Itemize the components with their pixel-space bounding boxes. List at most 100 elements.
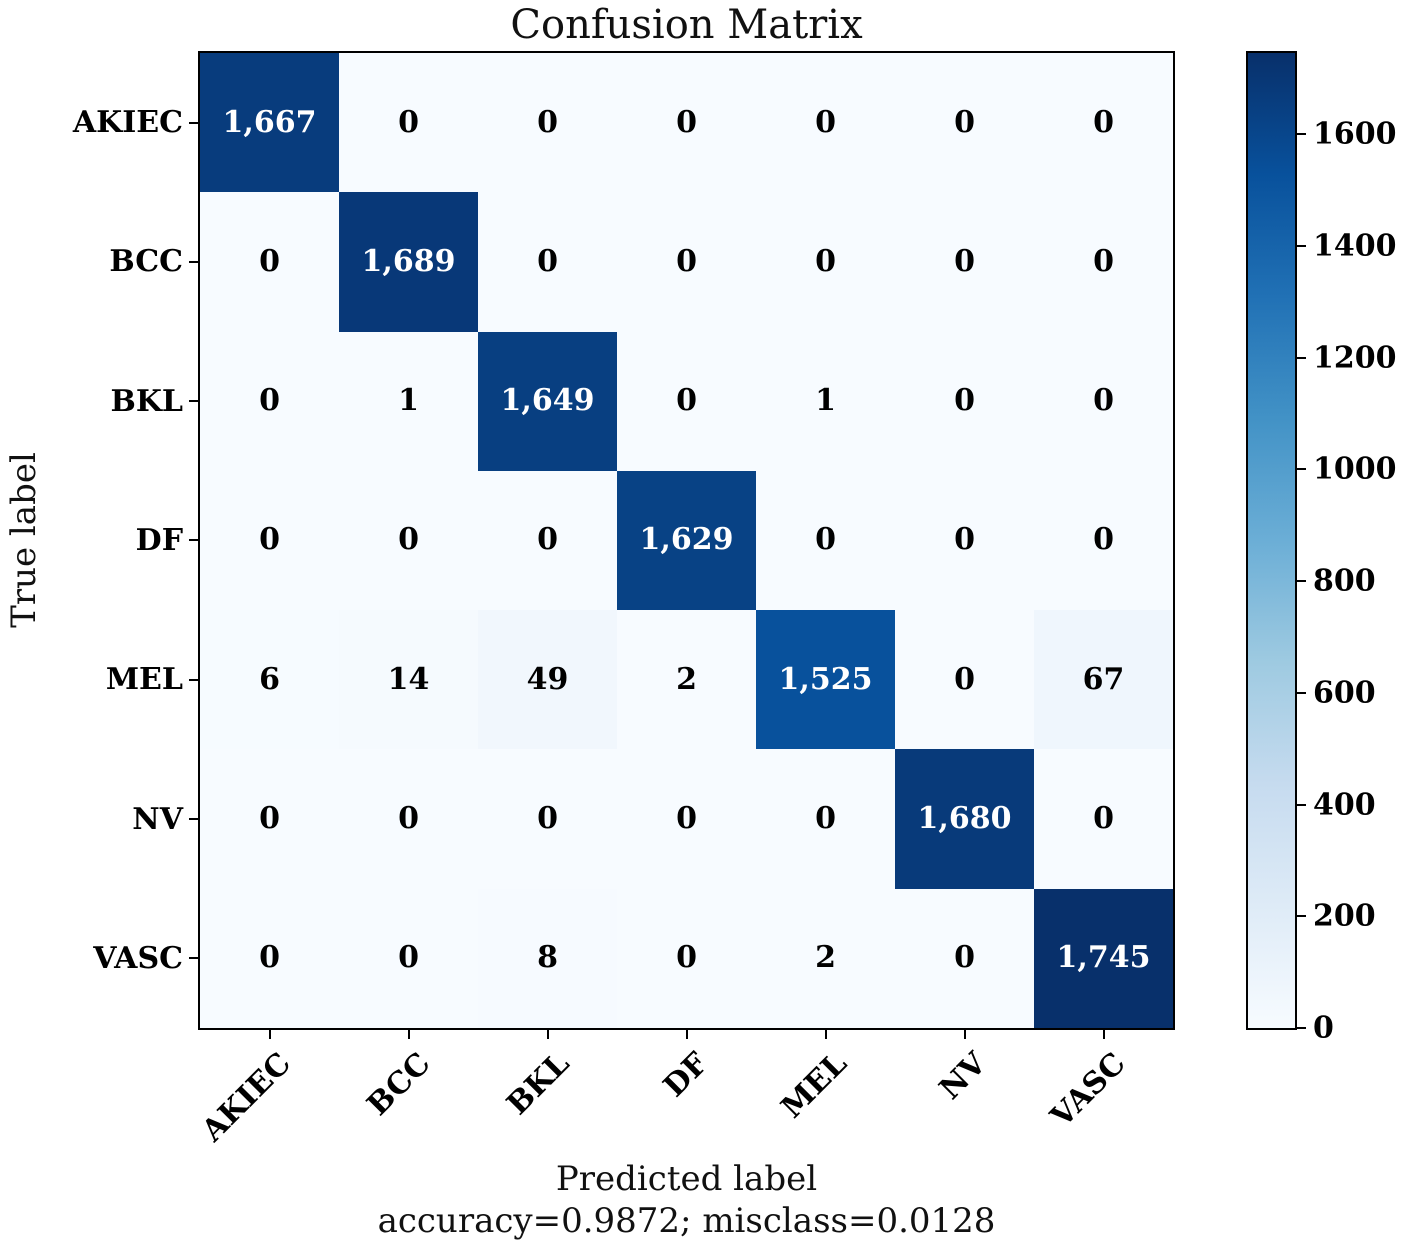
- colorbar-tick-mark: [1297, 244, 1306, 247]
- x-tick-label: BCC: [360, 1046, 438, 1123]
- colorbar-tick-label: 1600: [1313, 116, 1397, 152]
- matrix-cell-NV-DF: 0: [617, 749, 756, 889]
- matrix-cell-BKL-BKL: 1,649: [478, 331, 617, 471]
- y-axis-title: True label: [4, 452, 44, 628]
- matrix-cell-BCC-BKL: 0: [478, 192, 617, 332]
- colorbar-tick-mark: [1297, 580, 1306, 582]
- matrix-cell-BKL-MEL: 1: [756, 331, 895, 471]
- matrix-cell-VASC-BKL: 8: [478, 888, 617, 1028]
- matrix-cell-VASC-VASC: 1,745: [1034, 888, 1173, 1028]
- matrix-cell-BCC-MEL: 0: [756, 192, 895, 332]
- x-axis-tick-labels: AKIEC BCC BKL DF MEL NV VASC: [196, 1030, 1173, 1200]
- matrix-cell-AKIEC-NV: 0: [895, 53, 1034, 193]
- matrix-cell-DF-NV: 0: [895, 470, 1034, 611]
- matrix-cell-MEL-VASC: 67: [1034, 610, 1173, 750]
- chart-title: Confusion Matrix: [510, 2, 863, 48]
- matrix-cell-DF-BKL: 0: [478, 470, 617, 611]
- confusion-matrix-heatmap: 1,667 0 0 0 0 0 0 0 1,689 0 0 0 0 0 0 1 1,649 0 1 0 0 0 0 0 1,62…: [198, 51, 1175, 1030]
- y-tick-label: BKL: [110, 383, 183, 419]
- matrix-cell-BKL-BCC: 1: [339, 331, 478, 471]
- y-tick-row-AKIEC: AKIEC: [0, 53, 198, 192]
- matrix-cell-AKIEC-BCC: 0: [339, 53, 478, 193]
- matrix-cell-AKIEC-VASC: 0: [1034, 53, 1173, 193]
- matrix-cell-MEL-BKL: 49: [478, 610, 617, 750]
- y-tick-mark: [189, 539, 198, 542]
- x-tick-label: MEL: [774, 1046, 855, 1126]
- y-axis-tick-labels: AKIEC BCC BKL DF MEL NV VASC: [0, 53, 198, 1028]
- y-tick-row-VASC: VASC: [0, 889, 198, 1028]
- matrix-cell-BKL-DF: 0: [617, 331, 756, 471]
- y-tick-row-MEL: MEL: [0, 610, 198, 749]
- y-tick-mark: [189, 400, 198, 403]
- y-tick-mark: [189, 957, 198, 960]
- y-tick-label: DF: [135, 522, 183, 558]
- matrix-cell-MEL-BCC: 14: [339, 610, 478, 750]
- matrix-cell-NV-NV: 1,680: [895, 749, 1034, 889]
- matrix-cell-DF-AKIEC: 0: [200, 470, 339, 611]
- matrix-cell-NV-BKL: 0: [478, 749, 617, 889]
- matrix-cell-MEL-NV: 0: [895, 610, 1034, 750]
- matrix-cell-AKIEC-DF: 0: [617, 53, 756, 193]
- x-tick-mark: [963, 1030, 966, 1039]
- y-tick-row-DF: DF: [0, 471, 198, 610]
- y-tick-label: NV: [132, 801, 183, 837]
- matrix-cell-MEL-MEL: 1,525: [756, 610, 895, 750]
- matrix-cell-NV-MEL: 0: [756, 749, 895, 889]
- matrix-cell-DF-BCC: 0: [339, 470, 478, 611]
- matrix-cell-NV-BCC: 0: [339, 749, 478, 889]
- y-tick-mark: [189, 121, 198, 124]
- matrix-cell-AKIEC-MEL: 0: [756, 53, 895, 193]
- x-tick-label: NV: [932, 1046, 994, 1107]
- colorbar-tick-label: 0: [1313, 1010, 1334, 1046]
- x-tick-mark: [546, 1030, 549, 1039]
- x-tick-mark: [1102, 1030, 1105, 1039]
- matrix-cell-BKL-VASC: 0: [1034, 331, 1173, 471]
- matrix-cell-AKIEC-AKIEC: 1,667: [200, 53, 339, 193]
- colorbar-tick-mark: [1297, 1027, 1306, 1029]
- x-tick-mark: [407, 1030, 410, 1039]
- colorbar-tick-label: 600: [1313, 675, 1376, 711]
- y-tick-label: VASC: [93, 940, 183, 976]
- y-tick-row-NV: NV: [0, 749, 198, 888]
- matrix-cell-VASC-MEL: 2: [756, 888, 895, 1028]
- colorbar-tick-label: 200: [1313, 898, 1376, 934]
- x-axis-title: Predicted label: [555, 1159, 818, 1199]
- colorbar-tick-label: 1000: [1313, 451, 1397, 487]
- matrix-cell-NV-VASC: 0: [1034, 749, 1173, 889]
- x-tick-mark: [268, 1030, 271, 1039]
- matrix-cell-DF-DF: 1,629: [617, 470, 756, 611]
- matrix-cell-MEL-AKIEC: 6: [200, 610, 339, 750]
- matrix-cell-VASC-BCC: 0: [339, 888, 478, 1028]
- colorbar-tick-mark: [1297, 133, 1306, 136]
- y-tick-mark: [189, 818, 198, 821]
- matrix-cell-DF-VASC: 0: [1034, 470, 1173, 611]
- y-tick-row-BCC: BCC: [0, 192, 198, 331]
- colorbar-tick-mark: [1297, 356, 1306, 359]
- x-tick-label: BKL: [500, 1046, 577, 1123]
- colorbar-tick-mark: [1297, 803, 1306, 806]
- matrix-cell-VASC-NV: 0: [895, 888, 1034, 1028]
- colorbar-tick-label: 400: [1313, 787, 1376, 822]
- colorbar-ticks: 0 200 400 600 800 1000 1200 1400 1600: [1297, 53, 1417, 1046]
- colorbar-tick-label: 1400: [1313, 228, 1397, 264]
- matrix-cell-BKL-AKIEC: 0: [200, 331, 339, 471]
- matrix-cell-DF-MEL: 0: [756, 470, 895, 611]
- matrix-cell-NV-AKIEC: 0: [200, 749, 339, 889]
- x-axis-title-block: Predicted label accuracy=0.9872; misclas…: [200, 1158, 1173, 1242]
- colorbar-tick-mark: [1297, 915, 1306, 918]
- matrix-cell-BKL-NV: 0: [895, 331, 1034, 471]
- matrix-cell-MEL-DF: 2: [617, 610, 756, 750]
- matrix-cell-BCC-AKIEC: 0: [200, 192, 339, 332]
- y-tick-label: AKIEC: [72, 105, 183, 141]
- x-tick-label: VASC: [1044, 1046, 1133, 1135]
- matrix-cell-BCC-VASC: 0: [1034, 192, 1173, 332]
- y-tick-row-BKL: BKL: [0, 332, 198, 471]
- x-tick-label: DF: [657, 1046, 716, 1105]
- matrix-cell-AKIEC-BKL: 0: [478, 53, 617, 193]
- matrix-cell-VASC-DF: 0: [617, 888, 756, 1028]
- x-tick-mark: [685, 1030, 688, 1039]
- matrix-cell-BCC-NV: 0: [895, 192, 1034, 332]
- accuracy-annotation: accuracy=0.9872; misclass=0.0128: [377, 1201, 996, 1241]
- colorbar-tick-label: 1200: [1313, 340, 1397, 375]
- x-tick-mark: [824, 1030, 827, 1039]
